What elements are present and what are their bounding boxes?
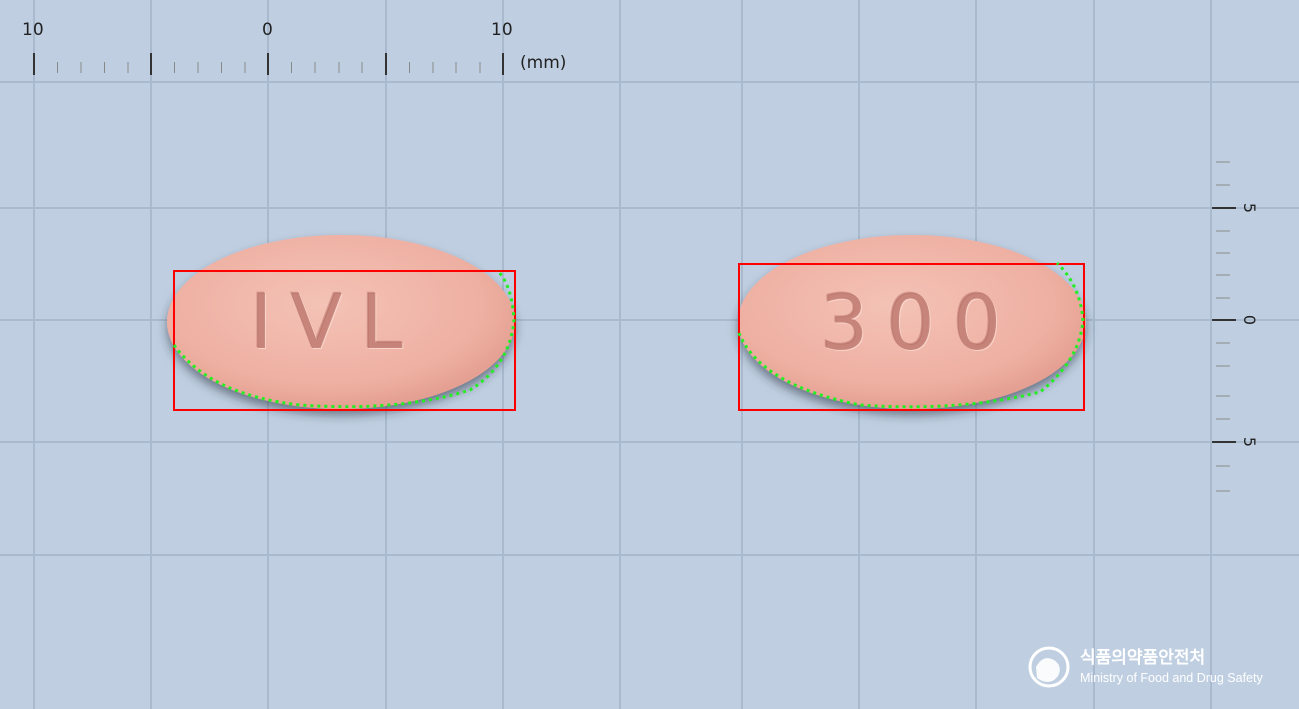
side-ruler-label-top-5: 5 [1240, 202, 1260, 214]
contour-outline [737, 261, 1085, 409]
mfds-emblem-icon [1028, 646, 1070, 688]
tablet-front [167, 235, 516, 411]
top-ruler [33, 53, 504, 75]
side-ruler-label-zero: 0 [1240, 314, 1260, 326]
bounding-box [173, 270, 516, 411]
ruler-label-right-10: 10 [491, 20, 513, 40]
tablet-imprint-front: IVL [250, 277, 421, 366]
ruler-unit-label: (mm) [520, 53, 567, 73]
tablet-back [737, 235, 1086, 411]
side-ruler [1212, 161, 1236, 492]
tablet-imprint-back: 300 [820, 278, 1020, 367]
side-ruler-label-bottom-5: 5 [1240, 436, 1260, 448]
ruler-label-left-10: 10 [22, 20, 44, 40]
agency-name-english: Ministry of Food and Drug Safety [1080, 671, 1263, 685]
agency-name-korean: 식품의약품안전처 [1080, 648, 1206, 668]
ruler-label-zero: 0 [262, 20, 273, 40]
contour-outline [172, 268, 516, 409]
bounding-box [738, 263, 1085, 411]
